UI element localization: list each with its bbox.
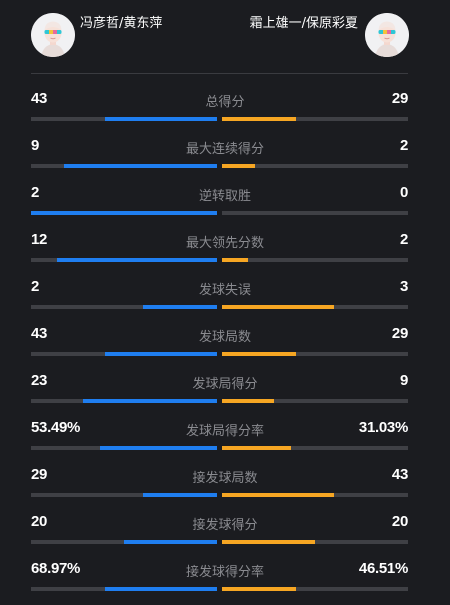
left-value: 2: [31, 278, 40, 295]
left-value: 23: [31, 372, 48, 389]
right-bar-track: [222, 352, 408, 356]
right-bar-track: [222, 446, 408, 450]
right-value: 43: [391, 466, 408, 483]
stat-label: 发球局得分率: [185, 424, 264, 439]
left-bar-track: [31, 258, 217, 262]
right-bar-track: [222, 164, 408, 168]
right-value: 0: [399, 184, 408, 201]
left-value: 12: [31, 231, 48, 248]
left-value: 68.97%: [31, 560, 81, 577]
left-bar-track: [31, 305, 217, 309]
left-bar-fill: [31, 211, 217, 215]
right-bar-track: [222, 305, 408, 309]
right-bar-track: [222, 117, 408, 121]
right-bar-fill: [222, 258, 249, 262]
left-bar-track: [31, 164, 217, 168]
right-bar-fill: [222, 305, 334, 309]
right-value: 2: [399, 137, 408, 154]
stat-row: 23 发球局得分 9: [0, 369, 450, 416]
header-divider: [31, 73, 408, 74]
right-bar-track: [222, 540, 408, 544]
right-value: 31.03%: [358, 419, 408, 436]
left-team-name: 冯彦哲/黄东萍: [80, 16, 163, 31]
left-bar-fill: [105, 352, 217, 356]
left-bar-fill: [64, 164, 217, 168]
right-bar-fill: [222, 399, 275, 403]
left-bar-track: [31, 493, 217, 497]
left-bar-fill: [83, 399, 217, 403]
right-bar-track: [222, 493, 408, 497]
left-value: 43: [31, 90, 48, 107]
right-value: 46.51%: [358, 560, 408, 577]
stat-label: 逆转取胜: [198, 189, 251, 204]
stat-label: 接发球局数: [192, 471, 258, 486]
left-bar-track: [31, 540, 217, 544]
right-bar-fill: [222, 493, 334, 497]
right-value: 29: [391, 90, 408, 107]
match-header: 冯彦哲/黄东萍 霜上雄一/保原彩夏: [0, 0, 450, 74]
left-value: 43: [31, 325, 48, 342]
stat-label: 发球局数: [198, 330, 251, 345]
right-bar-fill: [222, 352, 297, 356]
stat-label: 接发球得分: [192, 518, 258, 533]
stat-row: 2 逆转取胜 0: [0, 181, 450, 228]
left-bar-fill: [99, 446, 217, 450]
right-bar-fill: [222, 587, 297, 591]
left-bar-fill: [105, 117, 217, 121]
right-bar-track: [222, 399, 408, 403]
player-avatar-icon[interactable]: [31, 13, 75, 57]
right-bar-fill: [222, 540, 315, 544]
stat-row: 53.49% 发球局得分率 31.03%: [0, 416, 450, 463]
stat-row: 43 总得分 29: [0, 87, 450, 134]
right-bar-fill: [222, 164, 256, 168]
stat-row: 20 接发球得分 20: [0, 510, 450, 557]
left-value: 53.49%: [31, 419, 81, 436]
stat-label: 发球局得分: [192, 377, 258, 392]
stat-row: 12 最大领先分数 2: [0, 228, 450, 275]
left-value: 2: [31, 184, 40, 201]
stat-label: 最大连续得分: [185, 142, 264, 157]
right-bar-fill: [222, 117, 297, 121]
right-value: 29: [391, 325, 408, 342]
left-bar-fill: [124, 540, 217, 544]
left-bar-track: [31, 446, 217, 450]
right-bar-fill: [222, 446, 291, 450]
left-bar-track: [31, 399, 217, 403]
left-value: 9: [31, 137, 40, 154]
player-avatar-icon[interactable]: [365, 13, 409, 57]
right-value: 3: [399, 278, 408, 295]
right-value: 9: [399, 372, 408, 389]
left-value: 29: [31, 466, 48, 483]
left-bar-track: [31, 117, 217, 121]
stat-label: 最大领先分数: [185, 236, 264, 251]
stat-row: 2 发球失误 3: [0, 275, 450, 322]
left-bar-fill: [142, 305, 217, 309]
left-bar-track: [31, 352, 217, 356]
stat-label: 总得分: [205, 95, 245, 110]
stat-label: 发球失误: [198, 283, 251, 298]
right-team-name: 霜上雄一/保原彩夏: [249, 16, 358, 31]
left-bar-track: [31, 587, 217, 591]
left-value: 20: [31, 513, 48, 530]
stats-list: 43 总得分 29 9 最大连续得分 2 2 逆转取胜 0 12 最大领先分数 …: [0, 87, 450, 604]
left-bar-track: [31, 211, 217, 215]
stat-row: 29 接发球局数 43: [0, 463, 450, 510]
stat-row: 43 发球局数 29: [0, 322, 450, 369]
right-value: 20: [391, 513, 408, 530]
right-bar-track: [222, 587, 408, 591]
left-bar-fill: [142, 493, 217, 497]
right-value: 2: [399, 231, 408, 248]
stat-label: 接发球得分率: [185, 565, 264, 580]
left-bar-fill: [105, 587, 217, 591]
left-bar-fill: [57, 258, 217, 262]
right-bar-track: [222, 258, 408, 262]
right-bar-track: [222, 211, 408, 215]
stat-row: 68.97% 接发球得分率 46.51%: [0, 557, 450, 604]
stat-row: 9 最大连续得分 2: [0, 134, 450, 181]
